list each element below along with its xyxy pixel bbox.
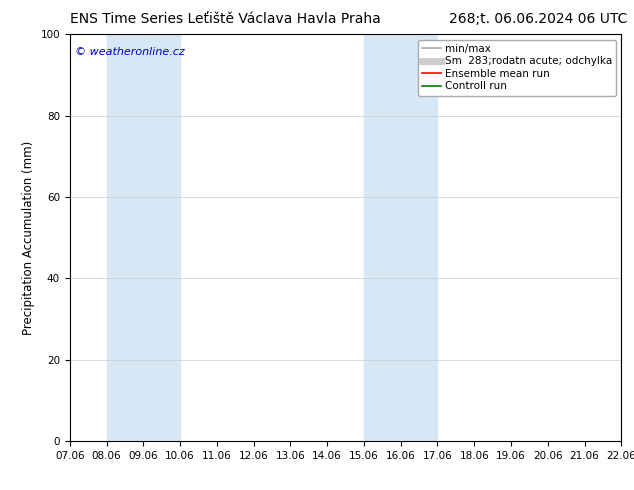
Legend: min/max, Sm  283;rodatn acute; odchylka, Ensemble mean run, Controll run: min/max, Sm 283;rodatn acute; odchylka, … bbox=[418, 40, 616, 96]
Bar bbox=[364, 34, 437, 441]
Bar bbox=[621, 34, 634, 441]
Text: 268;t. 06.06.2024 06 UTC: 268;t. 06.06.2024 06 UTC bbox=[450, 12, 628, 26]
Y-axis label: Precipitation Accumulation (mm): Precipitation Accumulation (mm) bbox=[22, 141, 35, 335]
Text: © weatheronline.cz: © weatheronline.cz bbox=[75, 47, 185, 56]
Text: ENS Time Series Leťiště Václava Havla Praha: ENS Time Series Leťiště Václava Havla Pr… bbox=[70, 12, 380, 26]
Bar bbox=[107, 34, 180, 441]
